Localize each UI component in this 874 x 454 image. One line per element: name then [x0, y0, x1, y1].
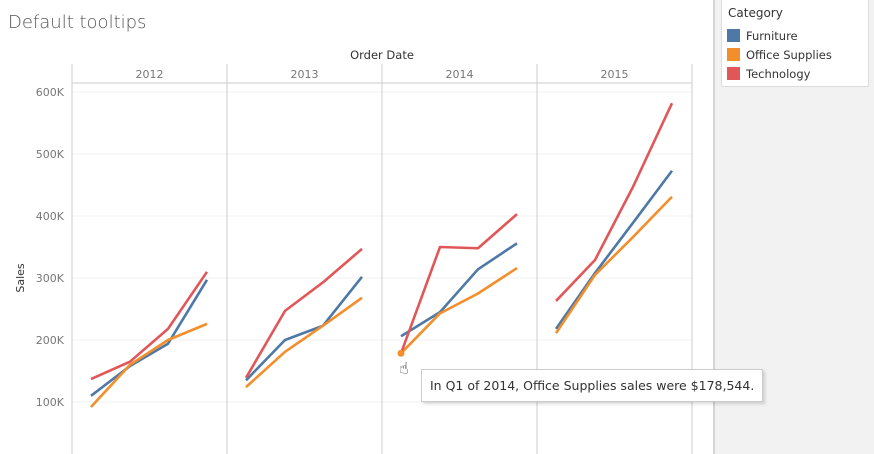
y-tick-label: 200K: [36, 334, 65, 347]
series-line-office-supplies: [400, 266, 518, 355]
series-line-office-supplies: [554, 195, 673, 334]
legend-label: Furniture: [746, 28, 798, 43]
y-tick-label: 400K: [36, 210, 65, 223]
series-line-furniture: [554, 169, 674, 330]
hand-cursor-icon: ☝: [399, 358, 409, 377]
dashboard-title: Default tooltips: [8, 12, 147, 33]
y-tick-label: 300K: [36, 272, 65, 285]
highlighted-point: [397, 349, 405, 357]
panel-header: 2015: [601, 68, 629, 81]
series-line-office-supplies: [245, 296, 363, 389]
series-line-furniture: [400, 242, 518, 338]
legend-item[interactable]: Furniture: [722, 26, 868, 45]
legend-swatch: [727, 48, 740, 61]
y-axis-title: Sales: [14, 263, 27, 293]
legend: Category Furniture Office Supplies Technol…: [721, 0, 869, 87]
series-line-technology: [244, 247, 363, 379]
series-line-furniture: [245, 275, 364, 382]
series-line-technology: [555, 102, 674, 302]
legend-swatch: [727, 29, 740, 42]
x-axis-title: Order Date: [350, 48, 414, 62]
panel-header: 2012: [136, 68, 164, 81]
panel-header: 2014: [446, 68, 474, 81]
series-line-furniture: [90, 279, 209, 397]
series-line-technology: [399, 213, 518, 354]
y-tick-label: 500K: [36, 148, 65, 161]
legend-title: Category: [728, 6, 783, 20]
legend-swatch: [727, 67, 740, 80]
legend-label: Technology: [746, 66, 811, 81]
legend-label: Office Supplies: [746, 47, 832, 62]
line-chart: 600K500K400K300K200K100K0KOrder Date2012…: [14, 48, 693, 454]
tooltip: In Q1 of 2014, Office Supplies sales wer…: [421, 369, 764, 402]
legend-item[interactable]: Office Supplies: [722, 45, 868, 64]
legend-item[interactable]: Technology: [722, 64, 868, 83]
series-line-technology: [90, 271, 209, 381]
y-tick-label: 600K: [36, 86, 65, 99]
series-line-office-supplies: [90, 322, 208, 408]
panel-header: 2013: [291, 68, 319, 81]
y-tick-label: 100K: [36, 396, 65, 409]
